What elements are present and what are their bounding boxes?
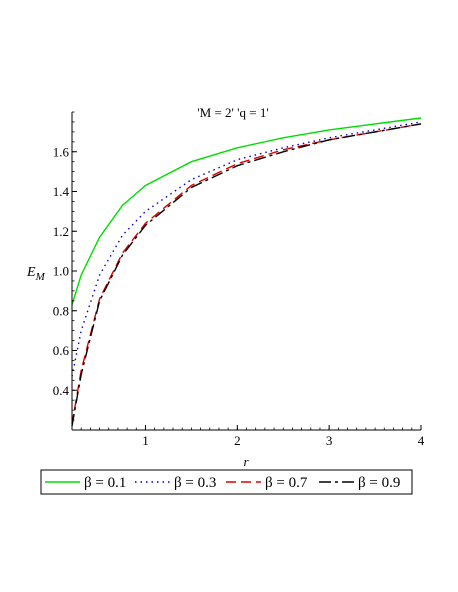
y-tick-label: 1.4 [53,184,70,199]
y-axis-label-main: E [26,265,36,280]
x-tick-label: 2 [234,433,241,448]
y-tick-label: 1.0 [53,264,69,279]
x-tick-label: 1 [142,433,149,448]
chart-title: 'M = 2' 'q = 1' [197,105,268,120]
series-line-3 [71,123,422,425]
y-tick-label: 1.6 [53,144,70,159]
series-layer [71,117,422,427]
x-axis-label: r [243,454,249,469]
x-tick-label: 4 [418,433,425,448]
series-line-4 [71,123,422,427]
y-tick-label: 1.2 [53,224,69,239]
y-axis-label: EM [26,265,46,283]
x-tick-label: 3 [326,433,333,448]
y-axis-label-sub: M [35,271,46,283]
y-tick-label: 0.6 [53,343,70,358]
legend-label-3: β = 0.7 [265,475,308,491]
series-line-2 [71,121,422,377]
axes: 1 2 3 4 0.4 0.6 0.8 1.0 1.2 1.4 1.6 [53,111,425,448]
legend-label-1: β = 0.1 [84,475,126,491]
legend-box [40,469,413,495]
y-tick-label: 0.4 [53,383,70,398]
y-tick-label: 0.8 [53,303,69,318]
series-line-1 [71,117,422,306]
legend-label-4: β = 0.9 [358,475,400,491]
legend-label-2: β = 0.3 [174,475,216,491]
legend: β = 0.1 β = 0.3 β = 0.7 β = 0.9 [40,469,413,495]
